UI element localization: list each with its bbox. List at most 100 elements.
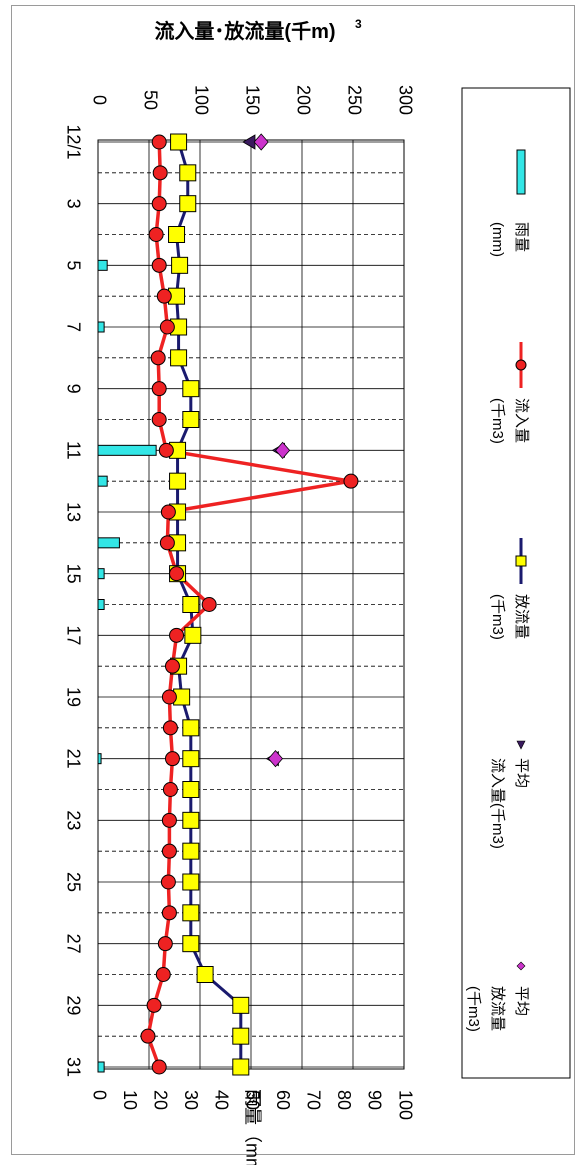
legend-outflow-marker (515, 555, 527, 567)
flow-series (140, 133, 359, 1076)
inflow-point (161, 689, 177, 705)
outflow-point (232, 1058, 250, 1076)
rain-bar (97, 1061, 105, 1073)
outflow-point (182, 380, 200, 398)
inflow-point (201, 597, 217, 612)
rain-tick-label: 30 (181, 1090, 201, 1110)
legend-inflow-unit: (千m3) (489, 398, 506, 444)
rain-tick-label: 70 (303, 1090, 323, 1110)
inflow-point (162, 782, 178, 797)
rain-bar (97, 568, 105, 580)
outflow-point (168, 226, 186, 243)
rain-tick-label: 10 (120, 1090, 140, 1110)
rain-tick-label: 0 (89, 1090, 109, 1100)
rain-tick-label: 40 (212, 1090, 232, 1110)
inflow-point (150, 350, 166, 366)
outflow-point (170, 133, 188, 151)
legend-avg-inflow-sub: 流入量(千m3) (489, 758, 506, 849)
chart-title: 流入量･放流量(千m) (154, 19, 335, 43)
rain-axis-title: 雨量（mm） (242, 1089, 262, 1165)
outflow-point (182, 750, 200, 768)
inflow-point (161, 905, 177, 921)
category-label: 21 (63, 749, 83, 769)
inflow-point (162, 720, 178, 736)
inflow-point (169, 566, 185, 582)
legend-avg-outflow-sub: 放流量 (489, 986, 506, 1031)
outflow-point (184, 626, 202, 644)
inflow-point (158, 442, 174, 458)
outflow-point (182, 873, 200, 891)
rain-bar (97, 753, 102, 765)
outflow-point (196, 966, 214, 983)
chart-title-superscript: 3 (355, 17, 362, 31)
inflow-point (151, 134, 167, 150)
axes-text: 0 50 100 150 200 250 300 0 10 20 30 40 50 60 70 80 90 100… (63, 85, 415, 1165)
category-label: 29 (63, 995, 83, 1015)
inflow-point (343, 473, 359, 489)
inflow-point (159, 319, 175, 335)
legend-inflow-marker (515, 359, 527, 371)
rain-series (97, 259, 157, 1073)
inflow-point (151, 381, 167, 397)
inflow-point (161, 812, 177, 828)
category-label: 15 (63, 564, 83, 584)
rain-tick-label: 100 (395, 1090, 415, 1120)
inflow-point (169, 627, 185, 643)
category-label: 25 (63, 872, 83, 892)
average-outflow-point (253, 133, 269, 151)
rain-bar (97, 321, 105, 333)
category-label: 27 (63, 934, 83, 954)
rain-tick-label: 90 (365, 1090, 385, 1110)
average-outflow-point (275, 441, 291, 459)
legend-rain-label: 雨量 (513, 222, 530, 252)
category-label: 5 (63, 260, 83, 270)
outflow-point (182, 411, 200, 428)
inflow-point (164, 751, 180, 767)
flow-tick-label: 300 (395, 85, 415, 115)
inflow-point (157, 936, 173, 952)
category-label: 12/1 (63, 124, 83, 159)
flow-tick-label: 150 (242, 85, 262, 115)
inflow-point (151, 1059, 167, 1075)
rain-bar (97, 599, 105, 610)
inflow-point (152, 165, 168, 181)
outflow-point (171, 256, 189, 274)
category-label: 23 (63, 810, 83, 830)
legend-inflow-label: 流入量 (513, 398, 530, 443)
category-label: 19 (63, 687, 83, 707)
outflow-point (182, 781, 200, 798)
outflow-point (182, 719, 200, 737)
rain-tick-label: 80 (334, 1090, 354, 1110)
legend-avg-inflow-label: 平均 (513, 758, 530, 788)
outflow-point (179, 195, 197, 213)
outflow-point (179, 164, 197, 182)
category-label: 13 (63, 502, 83, 522)
outflow-point (182, 596, 200, 613)
legend-box (461, 87, 571, 1079)
average-outflow-point (267, 750, 284, 768)
inflow-point (156, 288, 172, 304)
rain-tick-label: 60 (273, 1090, 293, 1110)
flow-tick-label: 0 (89, 95, 109, 105)
legend-avg-outflow-sub2: (千m3) (465, 986, 482, 1032)
legend: 雨量(mm)流入量(千m3)放流量(千m3)平均流入量(千m3)平均放流量(千m… (461, 87, 571, 1079)
outflow-point (232, 996, 250, 1014)
legend-avg-inflow-marker (516, 740, 526, 750)
inflow-point (151, 257, 167, 273)
average-series (242, 133, 291, 768)
flow-tick-label: 200 (293, 85, 313, 115)
rain-bar (97, 444, 157, 456)
legend-avg-outflow-marker (516, 961, 526, 971)
inflow-point (160, 504, 176, 520)
inflow-point (151, 196, 167, 212)
inflow-point (160, 874, 176, 890)
category-label: 7 (63, 322, 83, 332)
outflow-point (170, 349, 188, 367)
rain-bar (97, 259, 108, 271)
flow-tick-label: 100 (191, 85, 211, 115)
legend-avg-outflow-label: 平均 (513, 986, 530, 1016)
legend-rain-unit: (mm) (489, 222, 506, 257)
inflow-point (155, 967, 171, 982)
flow-tick-label: 50 (140, 90, 160, 110)
